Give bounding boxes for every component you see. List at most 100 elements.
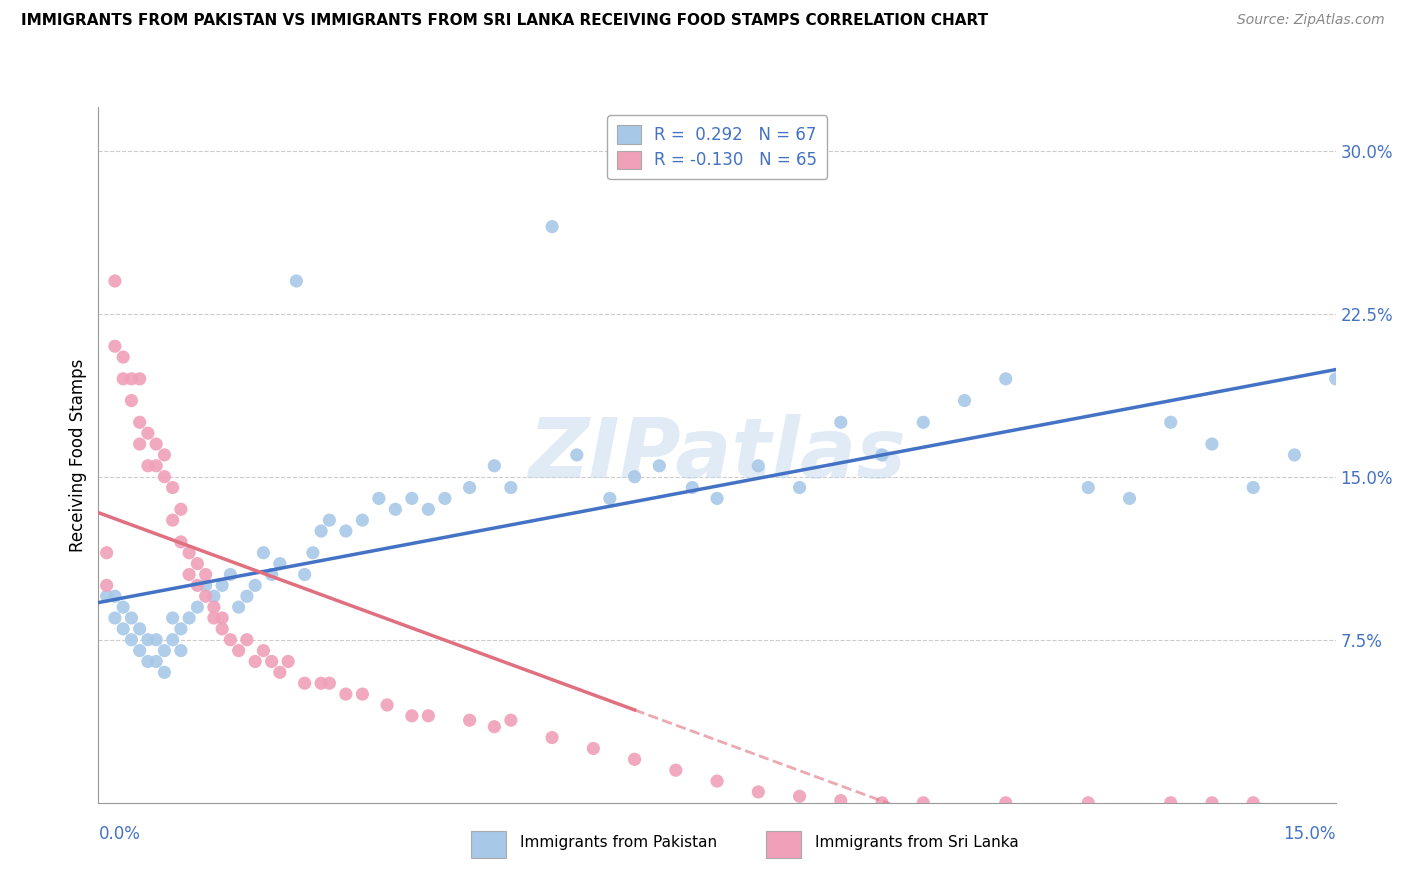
- Point: [747, 785, 769, 799]
- Point: [120, 632, 142, 647]
- Point: [260, 567, 283, 582]
- Point: [375, 698, 398, 712]
- Point: [202, 589, 225, 603]
- Point: [104, 339, 127, 353]
- Point: [128, 415, 150, 429]
- Point: [179, 567, 201, 582]
- Point: [623, 469, 645, 483]
- Point: [153, 448, 176, 462]
- Point: [1324, 372, 1347, 386]
- Point: [170, 535, 193, 549]
- Point: [145, 632, 167, 647]
- Point: [211, 578, 233, 592]
- Point: [648, 458, 671, 473]
- Point: [294, 676, 316, 690]
- Point: [747, 458, 769, 473]
- Point: [153, 665, 176, 680]
- Point: [433, 491, 456, 506]
- Point: [277, 655, 299, 669]
- Point: [170, 622, 193, 636]
- Point: [170, 643, 193, 657]
- Point: [219, 567, 242, 582]
- Point: [681, 481, 703, 495]
- Point: [153, 643, 176, 657]
- Point: [104, 589, 127, 603]
- Point: [401, 708, 423, 723]
- Point: [252, 546, 274, 560]
- Point: [128, 437, 150, 451]
- Point: [541, 731, 564, 745]
- Point: [186, 578, 208, 592]
- Text: 0.0%: 0.0%: [98, 825, 141, 843]
- Point: [194, 578, 217, 592]
- Point: [912, 796, 935, 810]
- Point: [104, 611, 127, 625]
- Point: [870, 448, 893, 462]
- Point: [384, 502, 406, 516]
- Point: [236, 589, 259, 603]
- Point: [128, 643, 150, 657]
- Point: [202, 611, 225, 625]
- Point: [994, 372, 1017, 386]
- Point: [162, 481, 184, 495]
- Point: [302, 546, 325, 560]
- Point: [1241, 796, 1264, 810]
- Point: [96, 578, 118, 592]
- Point: [912, 415, 935, 429]
- Point: [499, 481, 522, 495]
- Point: [335, 687, 357, 701]
- Point: [1201, 437, 1223, 451]
- Point: [128, 622, 150, 636]
- Point: [202, 600, 225, 615]
- Point: [318, 513, 340, 527]
- Point: [252, 643, 274, 657]
- Point: [367, 491, 389, 506]
- Point: [211, 622, 233, 636]
- Y-axis label: Receiving Food Stamps: Receiving Food Stamps: [69, 359, 87, 551]
- Point: [285, 274, 308, 288]
- Point: [186, 557, 208, 571]
- Point: [96, 589, 118, 603]
- Point: [830, 794, 852, 808]
- Point: [953, 393, 976, 408]
- Text: ZIPatlas: ZIPatlas: [529, 415, 905, 495]
- Point: [128, 372, 150, 386]
- Point: [599, 491, 621, 506]
- Point: [830, 415, 852, 429]
- Legend: R =  0.292   N = 67, R = -0.130   N = 65: R = 0.292 N = 67, R = -0.130 N = 65: [607, 115, 827, 179]
- Point: [318, 676, 340, 690]
- Point: [162, 513, 184, 527]
- Point: [1201, 796, 1223, 810]
- Point: [789, 481, 811, 495]
- Point: [1160, 415, 1182, 429]
- Point: [1284, 448, 1306, 462]
- Text: IMMIGRANTS FROM PAKISTAN VS IMMIGRANTS FROM SRI LANKA RECEIVING FOOD STAMPS CORR: IMMIGRANTS FROM PAKISTAN VS IMMIGRANTS F…: [21, 13, 988, 29]
- Point: [706, 491, 728, 506]
- Point: [179, 546, 201, 560]
- Point: [309, 676, 332, 690]
- Point: [1241, 481, 1264, 495]
- Point: [1160, 796, 1182, 810]
- Point: [162, 611, 184, 625]
- Point: [145, 437, 167, 451]
- Point: [418, 502, 440, 516]
- Point: [335, 524, 357, 538]
- Point: [789, 789, 811, 804]
- Point: [499, 713, 522, 727]
- Point: [112, 350, 135, 364]
- Point: [120, 393, 142, 408]
- Point: [136, 426, 159, 441]
- Point: [194, 589, 217, 603]
- Point: [219, 632, 242, 647]
- Point: [418, 708, 440, 723]
- Point: [582, 741, 605, 756]
- Point: [623, 752, 645, 766]
- Point: [994, 796, 1017, 810]
- Point: [1118, 491, 1140, 506]
- Point: [186, 600, 208, 615]
- Text: 15.0%: 15.0%: [1284, 825, 1336, 843]
- Point: [228, 643, 250, 657]
- Text: Immigrants from Sri Lanka: Immigrants from Sri Lanka: [815, 836, 1019, 850]
- Point: [228, 600, 250, 615]
- Text: Source: ZipAtlas.com: Source: ZipAtlas.com: [1237, 13, 1385, 28]
